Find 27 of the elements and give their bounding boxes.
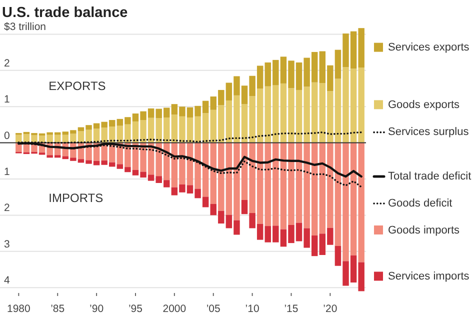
legend-label: Goods imports	[388, 224, 460, 236]
x-tick-label: ’20	[323, 303, 338, 315]
legend-label: Services exports	[388, 42, 470, 54]
legend-label: Goods deficit	[388, 197, 452, 210]
y-tick-label: 0	[4, 130, 10, 142]
x-tick-label: ’15	[284, 303, 298, 315]
x-tick-label: 2000	[162, 303, 186, 315]
legend-label: Total trade deficit	[388, 170, 472, 182]
x-tick-label: ’85	[50, 303, 65, 315]
legend-label: Services surplus	[388, 126, 470, 138]
x-tick-label: 1980	[6, 303, 31, 315]
x-tick-label: ’90	[90, 303, 104, 315]
annotation: EXPORTS	[48, 78, 106, 93]
y-tick-label: 2	[4, 202, 10, 214]
legend-label: Goods exports	[388, 99, 460, 112]
chart-title: U.S. trade balance	[2, 5, 128, 21]
x-tick-label: ’05	[206, 303, 221, 315]
x-tick-label: ’10	[245, 303, 260, 315]
x-tick-label: ’95	[128, 303, 143, 315]
y-tick-label: 1	[4, 94, 10, 106]
annotation: IMPORTS	[48, 191, 104, 206]
y-tick-label: $3 trillion	[4, 21, 46, 34]
y-tick-label: 1	[4, 166, 10, 178]
y-tick-label: 2	[4, 57, 10, 70]
y-tick-label: 3	[4, 238, 10, 250]
y-tick-label: 4	[4, 274, 10, 287]
legend-label: Services imports	[388, 270, 470, 283]
